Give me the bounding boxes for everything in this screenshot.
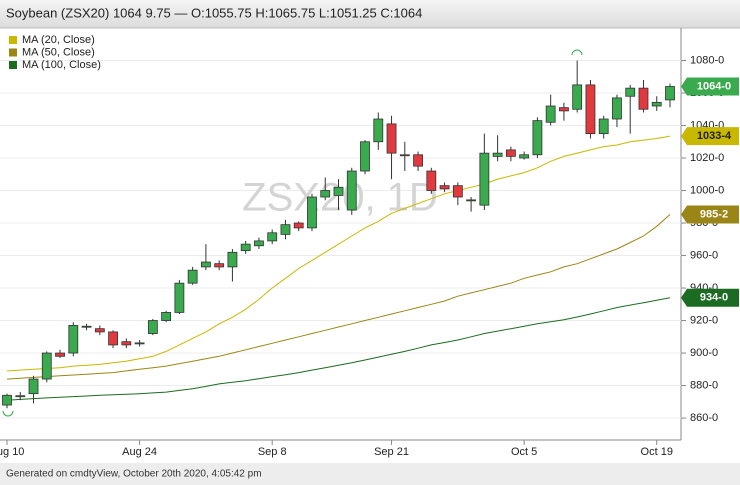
last-value-label: 934-0 <box>700 292 728 304</box>
legend-swatch <box>9 48 17 57</box>
candle-body <box>41 352 52 380</box>
candle-body <box>28 378 39 395</box>
last-value-label: 1064-0 <box>697 80 731 92</box>
candle-body <box>638 87 649 110</box>
y-tick-label: 1080-0 <box>690 54 724 66</box>
candle-body <box>373 118 384 143</box>
legend-label: MA (50, Close) <box>22 46 95 58</box>
candle-body <box>519 154 530 159</box>
candle-body <box>665 86 675 101</box>
candle-body <box>161 312 172 321</box>
candle-body <box>307 196 317 229</box>
candle-body <box>399 154 410 157</box>
y-tick-label: 1020-0 <box>690 152 724 164</box>
legend-swatch <box>9 61 17 69</box>
candle-body <box>81 325 92 328</box>
footer-bar <box>0 463 740 485</box>
candle-body <box>585 84 596 135</box>
candle-body <box>559 107 569 112</box>
candle-body <box>2 394 12 406</box>
legend-label: MA (100, Close) <box>22 59 101 71</box>
x-tick-label: Oct 5 <box>511 446 537 458</box>
candle-body <box>572 84 583 110</box>
last-value-label: 1033-4 <box>697 130 732 142</box>
candle-body <box>598 118 609 135</box>
candle-body <box>254 240 264 247</box>
candle-body <box>134 342 145 345</box>
candle-body <box>147 320 158 334</box>
candle-body <box>505 149 516 157</box>
last-value-tag <box>681 127 739 146</box>
y-tick-label: 860-0 <box>690 412 718 424</box>
candle-body <box>214 263 225 268</box>
candle-body <box>200 261 211 268</box>
candle-body <box>267 232 278 242</box>
candle-body <box>174 282 185 313</box>
header-bar <box>0 0 740 28</box>
candle-body <box>94 328 105 333</box>
footer: Generated on cmdtyView, October 20th 202… <box>6 469 262 480</box>
x-tick-label: Aug 10 <box>0 446 24 458</box>
x-tick-label: Oct 19 <box>641 446 673 458</box>
chart-title: Soybean (ZSX20) 1064 9.75 — O:1055.75 H:… <box>6 5 422 20</box>
candle-body <box>386 123 397 154</box>
candle-body <box>293 222 304 229</box>
candle-body <box>625 87 636 97</box>
candle-body <box>545 105 556 123</box>
y-tick-label: 920-0 <box>690 314 718 326</box>
candle-body <box>108 331 118 346</box>
x-tick-label: Sep 8 <box>258 446 287 458</box>
y-tick-label: 1000-0 <box>690 184 724 196</box>
candle-body <box>240 243 251 252</box>
candle-body <box>360 141 370 172</box>
candle-body <box>439 185 450 190</box>
candle-body <box>187 269 198 284</box>
candle-body <box>651 101 662 107</box>
candle-body <box>68 325 79 354</box>
candle-body <box>466 199 477 202</box>
ma-line <box>6 297 671 401</box>
candle-body <box>227 251 238 268</box>
candle-body <box>121 341 132 346</box>
last-value-tag <box>681 288 739 307</box>
candle-body <box>426 170 437 191</box>
x-tick-label: Aug 24 <box>122 446 157 458</box>
y-tick-label: 960-0 <box>690 249 718 261</box>
x-tick-label: Sep 21 <box>374 446 409 458</box>
last-value-tag <box>681 77 739 96</box>
ma-line <box>6 135 671 372</box>
last-value-tag <box>681 205 739 224</box>
ma-line <box>6 214 671 380</box>
last-value-label: 985-2 <box>700 208 728 220</box>
candle-body <box>320 190 331 198</box>
candle-body <box>452 185 463 198</box>
candle-body <box>333 186 344 196</box>
high-marker <box>571 49 583 56</box>
watermark: ZSX20, 1D <box>242 176 438 220</box>
candle-body <box>280 224 291 235</box>
candle-body <box>346 170 357 211</box>
low-marker <box>2 410 14 417</box>
candle-body <box>413 154 423 167</box>
y-tick-label: 900-0 <box>690 347 718 359</box>
candle-body <box>479 152 490 206</box>
candle-body <box>492 152 503 157</box>
legend-swatch <box>9 36 17 44</box>
candle-body <box>15 395 26 398</box>
y-tick-label: 880-0 <box>690 379 718 391</box>
candle-body <box>532 120 543 156</box>
legend-label: MA (20, Close) <box>22 34 95 46</box>
candle-body <box>55 352 65 357</box>
candle-body <box>612 97 622 120</box>
